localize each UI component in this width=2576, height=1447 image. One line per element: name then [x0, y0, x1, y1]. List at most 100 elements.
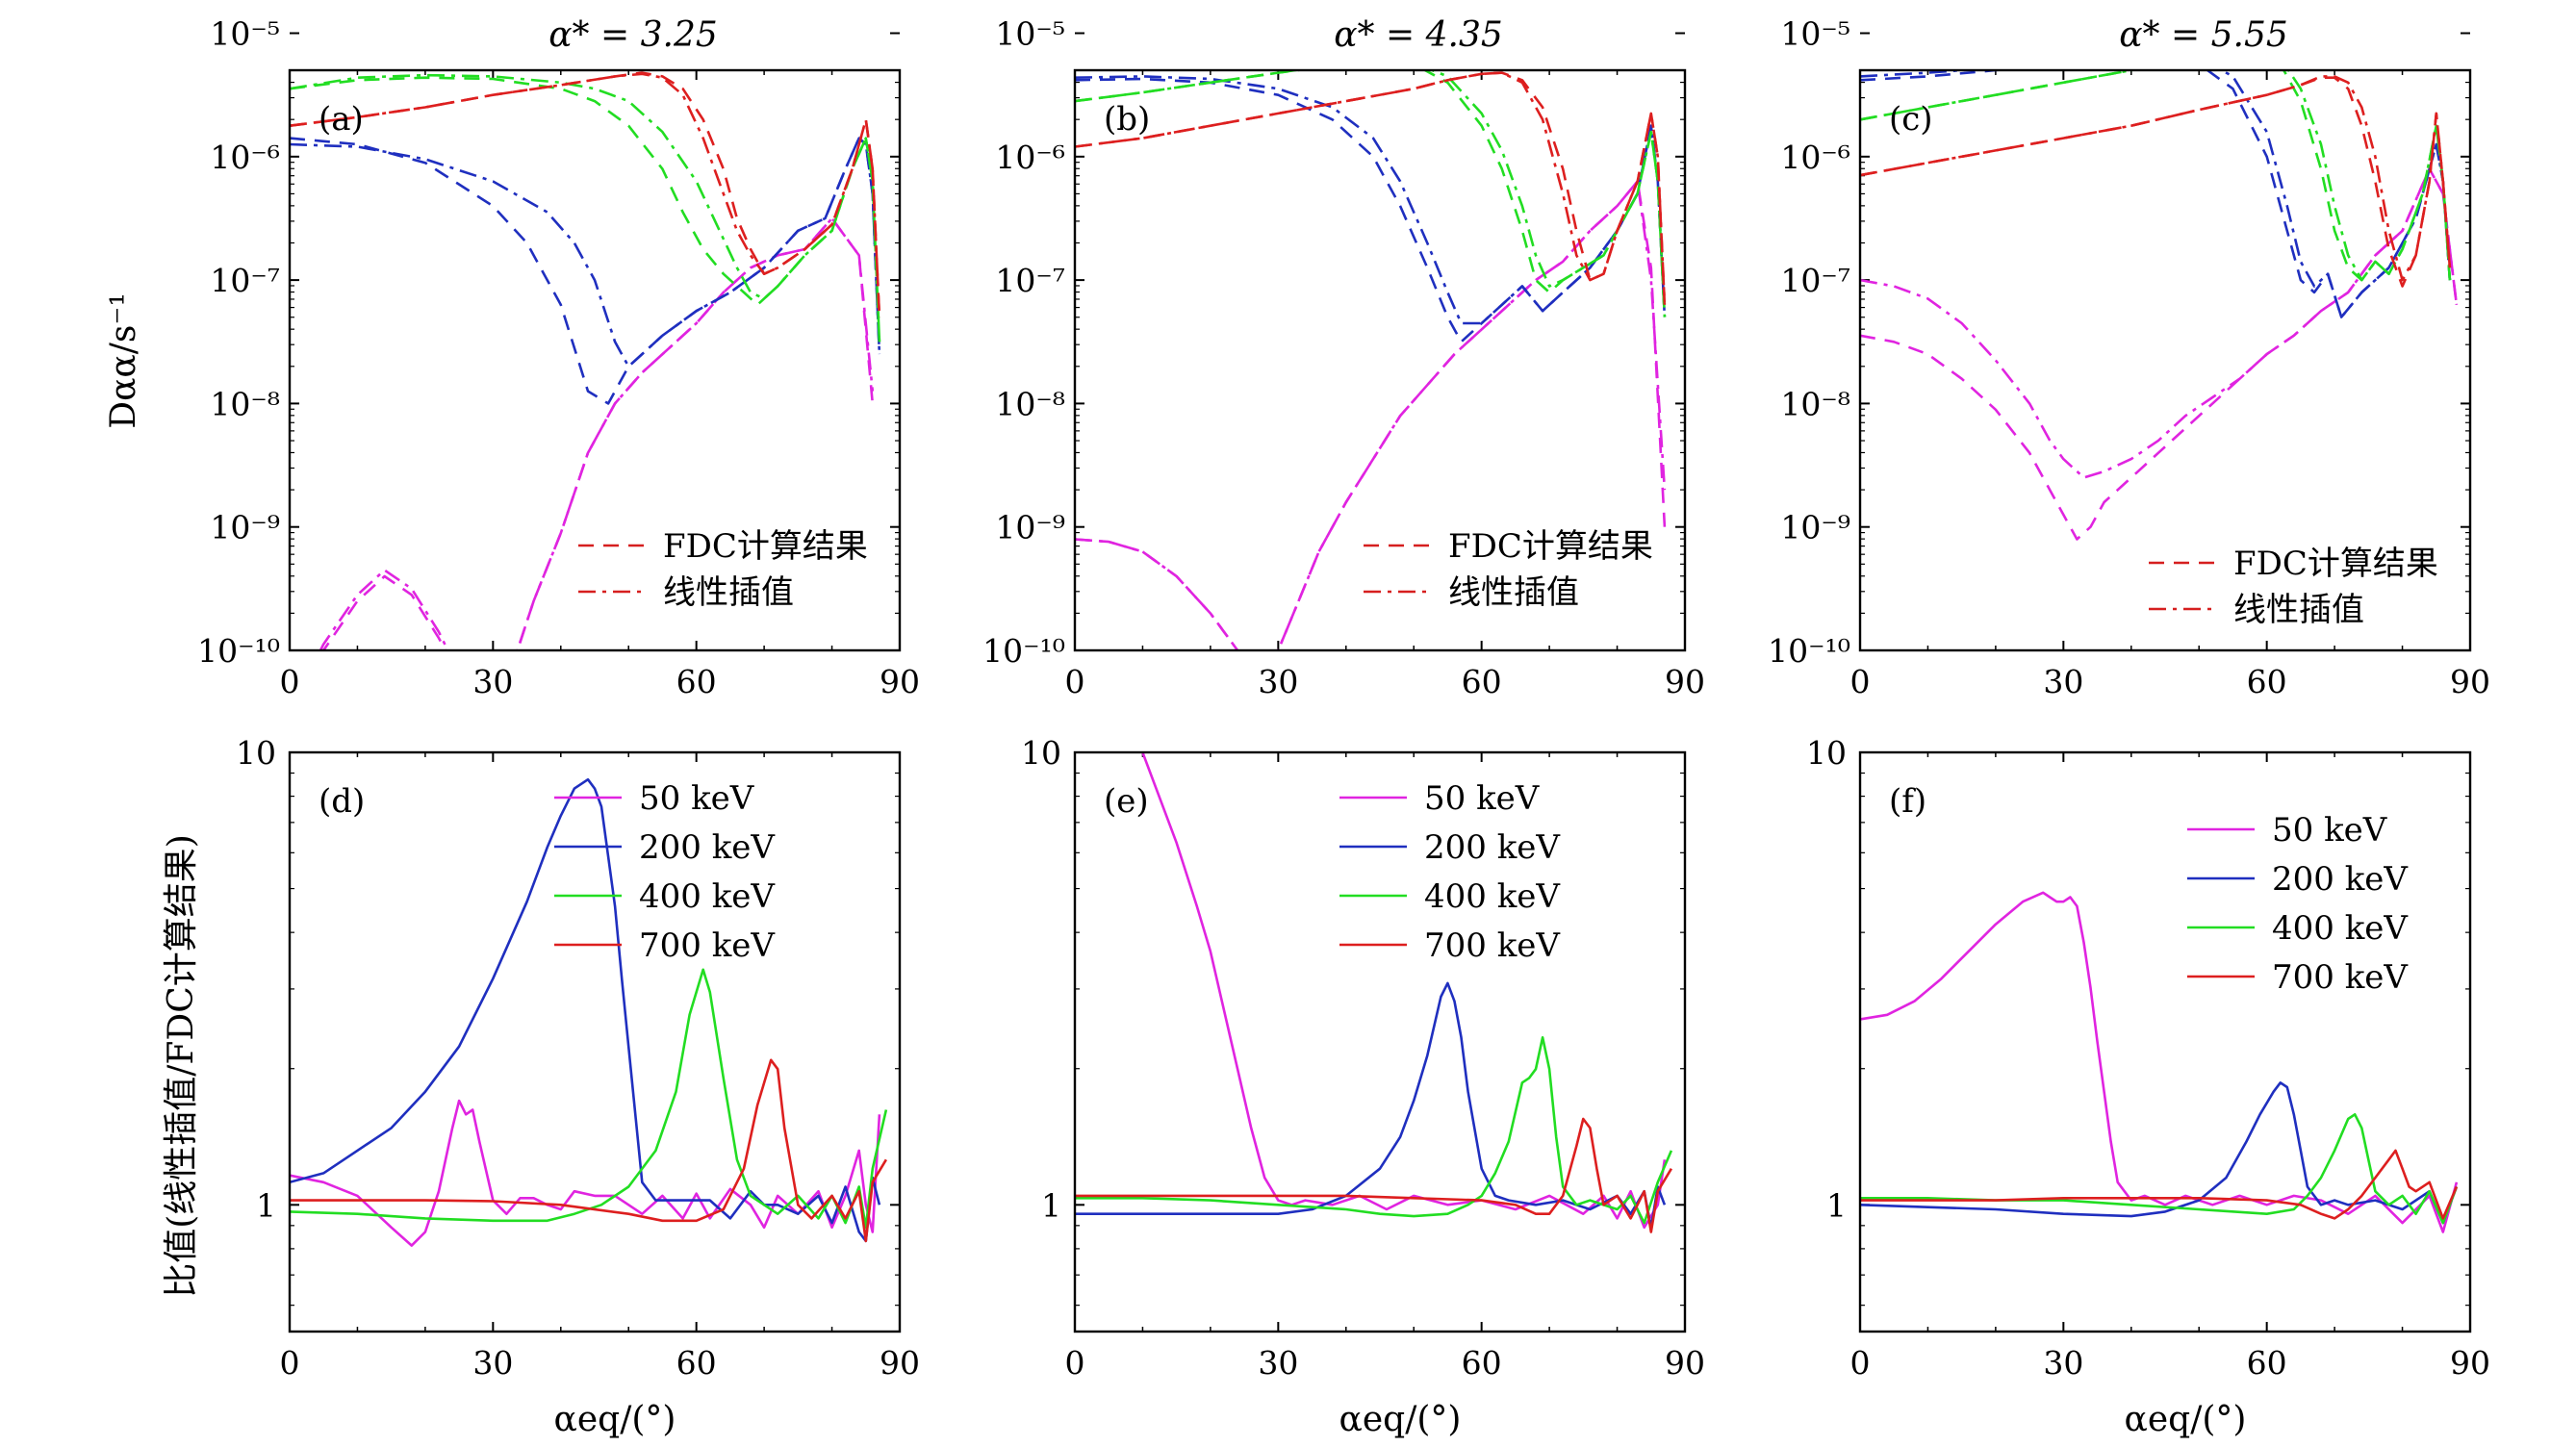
series-line: [1075, 180, 1667, 650]
series-group: [290, 71, 881, 650]
series-line: [1860, 167, 2459, 479]
series-group: [1075, 70, 1667, 650]
legend-label: 200 keV: [2272, 860, 2409, 899]
y-tick-label: 10⁻⁹: [995, 509, 1065, 546]
legend-label: FDC计算结果: [1448, 527, 1653, 566]
x-tick-label: 30: [472, 663, 513, 700]
series-line: [290, 76, 881, 343]
series-line: [1075, 981, 1667, 1230]
series-line: [1860, 1149, 2459, 1220]
x-tick-label: 90: [2450, 663, 2490, 700]
xlabel-e: αeq/(°): [1339, 1400, 1462, 1439]
y-tick-label: 10⁻¹⁰: [982, 632, 1065, 670]
y-tick-label: 10⁻⁸: [210, 385, 280, 422]
series-line: [1860, 70, 2452, 282]
legend-label: 700 keV: [639, 927, 776, 965]
panel-title: α* = 3.25: [548, 15, 718, 55]
series-line: [1075, 70, 1667, 317]
series-line: [1860, 76, 2452, 288]
y-tick-label: 10⁻⁵: [995, 15, 1065, 53]
series-line: [290, 777, 881, 1243]
x-tick-label: 30: [472, 1344, 513, 1382]
series-line: [1860, 1113, 2459, 1225]
series-line: [1075, 71, 1667, 305]
y-tick-label: 10⁻¹⁰: [1768, 632, 1850, 670]
panel-letter: (e): [1104, 782, 1149, 821]
y-tick-label: 10⁻⁶: [210, 139, 280, 176]
y-tick-label: 10⁻⁸: [1780, 385, 1850, 422]
x-tick-label: 60: [2247, 1344, 2287, 1382]
x-tick-label: 30: [1258, 663, 1298, 700]
y-tick-label: 10: [236, 734, 276, 772]
x-tick-label: 90: [880, 663, 920, 700]
legend-label: 400 keV: [639, 877, 776, 916]
series-group: [290, 777, 888, 1247]
legend-label: 线性插值: [1448, 573, 1579, 612]
xlabel-d: αeq/(°): [554, 1400, 676, 1439]
legend-label: 400 keV: [1424, 877, 1561, 916]
series-line: [1075, 180, 1667, 650]
y-tick-label: 1: [1041, 1186, 1061, 1224]
plot-frame: [1073, 68, 1687, 652]
series-line: [1860, 75, 2452, 282]
series-line: [290, 1058, 888, 1243]
panel-letter: (b): [1104, 100, 1150, 139]
x-tick-label: 30: [1258, 1344, 1298, 1382]
y-tick-label: 1: [1826, 1186, 1847, 1224]
plot-frame: [288, 750, 902, 1333]
series-line: [290, 72, 881, 317]
panel-letter: (a): [319, 100, 364, 139]
x-tick-label: 60: [676, 663, 717, 700]
panel-letter: (d): [319, 782, 365, 821]
x-tick-label: 90: [1665, 663, 1705, 700]
series-group: [1075, 752, 1673, 1233]
legend-label: 200 keV: [639, 828, 776, 867]
x-tick-label: 0: [1065, 1344, 1085, 1382]
legend-label: 700 keV: [1424, 927, 1561, 965]
x-tick-label: 0: [1850, 1344, 1871, 1382]
y-tick-label: 10⁻⁵: [210, 15, 280, 53]
x-tick-label: 0: [280, 663, 300, 700]
x-tick-label: 60: [2247, 663, 2287, 700]
series-group: [1860, 70, 2459, 541]
y-tick-label: 10⁻⁸: [995, 385, 1065, 422]
series-line: [290, 968, 888, 1230]
y-tick-label: 10: [1806, 734, 1847, 772]
legend-label: 50 keV: [2272, 811, 2388, 850]
legend-label: 50 keV: [639, 779, 755, 818]
series-line: [1075, 75, 1667, 325]
y-tick-label: 10⁻⁷: [1780, 262, 1850, 299]
panels: 0 30 60 90 10⁻¹⁰ 10⁻⁹ 10⁻⁸ 10⁻⁷ 10⁻⁶ 10⁻⁵ (a) α* = …: [197, 15, 2490, 1382]
legend-label: FDC计算结果: [663, 527, 868, 566]
series-line: [290, 137, 881, 368]
panel-b: 0 30 60 90 10⁻¹⁰ 10⁻⁹ 10⁻⁸ 10⁻⁷ 10⁻⁶ 10⁻⁵ (b) α* = …: [982, 15, 1705, 700]
plot-frame: [288, 68, 902, 652]
x-tick-label: 90: [2450, 1344, 2490, 1382]
series-line: [290, 1099, 881, 1247]
y-tick-label: 10⁻⁷: [995, 262, 1065, 299]
x-tick-label: 60: [1462, 663, 1502, 700]
panel-f: 0 30 60 90 1 10 (f) 50 keV 200 keV 400 keV 700 keV: [1806, 734, 2490, 1382]
legend-label: 700 keV: [2272, 958, 2409, 997]
series-line: [1860, 891, 2459, 1233]
y-tick-label: 10⁻⁶: [1780, 139, 1850, 176]
panel-c: 0 30 60 90 10⁻¹⁰ 10⁻⁹ 10⁻⁸ 10⁻⁷ 10⁻⁶ 10⁻⁵ (c) α* = …: [1768, 15, 2490, 700]
series-line: [1860, 1081, 2459, 1225]
legend-label: FDC计算结果: [2233, 545, 2438, 583]
legend-label: 线性插值: [2233, 591, 2364, 629]
x-tick-label: 90: [1665, 1344, 1705, 1382]
x-tick-label: 60: [1462, 1344, 1502, 1382]
x-tick-label: 0: [1850, 663, 1871, 700]
y-tick-label: 10⁻⁶: [995, 139, 1065, 176]
series-line: [1860, 167, 2459, 541]
panel-title: α* = 5.55: [2119, 15, 2288, 55]
top-ylabel: Dαα/s⁻¹: [104, 292, 143, 429]
x-tick-label: 0: [1065, 663, 1085, 700]
x-tick-label: 30: [2043, 1344, 2083, 1382]
plot-frame: [1858, 68, 2472, 652]
y-tick-label: 10: [1021, 734, 1061, 772]
series-line: [1075, 1117, 1673, 1233]
series-group: [1860, 891, 2459, 1233]
x-tick-label: 0: [280, 1344, 300, 1382]
